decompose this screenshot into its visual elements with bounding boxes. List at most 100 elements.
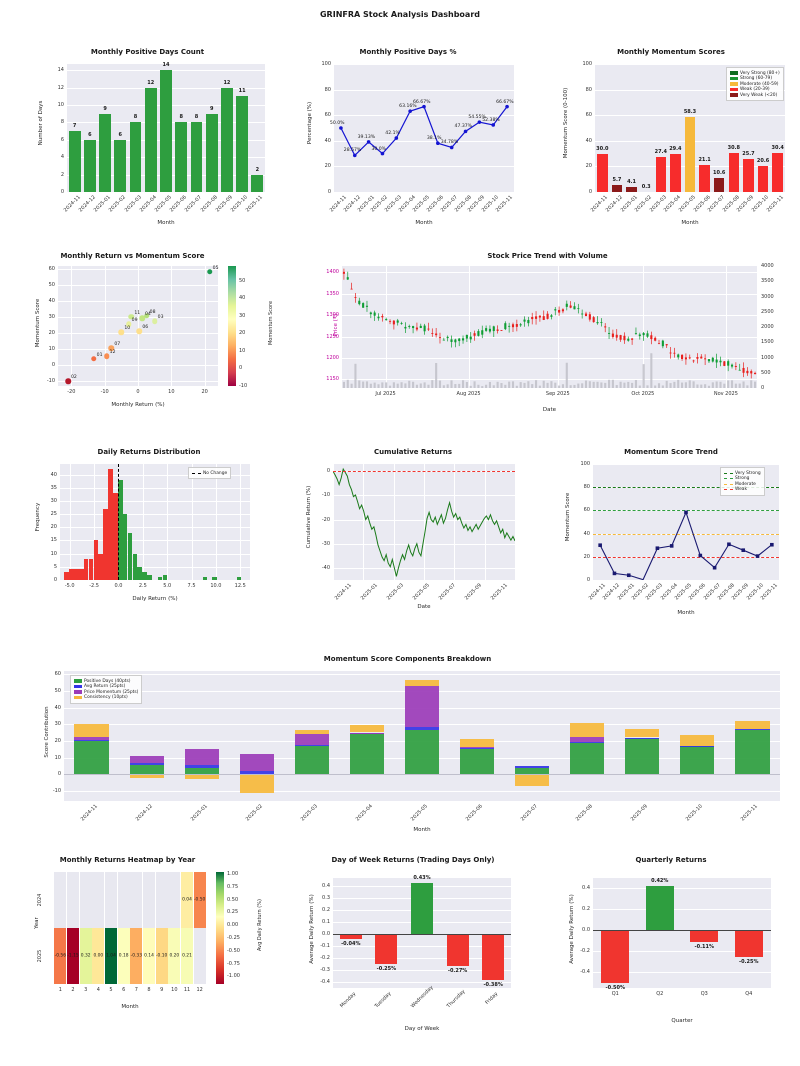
stacked-bar-segment xyxy=(460,749,495,775)
bar-value-label: -0.50% xyxy=(605,984,625,991)
cumulative-line xyxy=(333,467,515,577)
scatter-point xyxy=(206,269,213,275)
scatter-point xyxy=(103,353,110,359)
gridline xyxy=(333,958,511,960)
stacked-bar-segment xyxy=(184,748,219,766)
y-axis-tick: 4 xyxy=(60,154,64,161)
histogram-bar xyxy=(74,569,79,580)
heatmap-cell xyxy=(79,928,92,984)
histogram-bar xyxy=(113,493,118,580)
gridline xyxy=(593,464,779,465)
gridline xyxy=(171,266,173,386)
bar-value-label: 12 xyxy=(223,79,231,86)
y-axis-tick: 0.3 xyxy=(322,895,330,902)
heatmap-cell-value: 1.04 xyxy=(106,953,116,959)
gridline xyxy=(484,464,486,580)
gridline xyxy=(333,970,511,972)
heatmap-cell xyxy=(92,872,105,928)
histogram-bar xyxy=(142,572,147,580)
heatmap-cell xyxy=(143,928,155,984)
chart-title: Quarterly Returns xyxy=(635,856,707,864)
chart-monthly-returns-heatmap: Monthly Returns Heatmap by Year 0.04 -0.5… xyxy=(20,856,278,1046)
x-axis-tick: Q3 xyxy=(700,991,708,997)
legend-item: Very Weak (<20) xyxy=(730,93,780,98)
heatmap-cell-value: -1.15 xyxy=(67,953,79,959)
gridline xyxy=(342,293,757,295)
histogram-bar xyxy=(137,566,143,580)
scatter-point-label: 06 xyxy=(142,325,149,331)
bar xyxy=(114,139,127,192)
legend-item-label: Strong xyxy=(735,476,750,481)
colorbar-tick: 30 xyxy=(239,312,246,319)
histogram-bar xyxy=(69,569,74,580)
bar xyxy=(99,113,111,192)
gridline xyxy=(60,553,250,555)
y-axis-tick: 10 xyxy=(48,346,55,353)
y-axis-tick: -20 xyxy=(321,516,330,523)
bar-value-label: 4.1 xyxy=(627,178,636,185)
bar xyxy=(772,153,783,192)
heatmap-cell xyxy=(117,928,130,984)
y-axis-tick: 20 xyxy=(583,553,590,560)
scatter-point-label: 08 xyxy=(149,309,156,315)
y-axis-tick: -0.2 xyxy=(320,955,330,962)
plot-area xyxy=(333,878,511,988)
y-axis-tick: -40 xyxy=(321,564,330,571)
y-axis-tick: 40 xyxy=(324,137,331,144)
x-axis-label: Monthly Return (%) xyxy=(111,402,165,408)
stacked-bar-segment xyxy=(74,741,109,775)
point-value-label: 50.0% xyxy=(329,121,345,126)
x-axis-label: Quarter xyxy=(671,1018,693,1024)
legend-momentum-categories: Very Strong (80+) Strong (60-79) Moderate … xyxy=(726,67,784,101)
gridline xyxy=(595,89,785,91)
gridline xyxy=(60,514,250,516)
x-axis-tick: 2025-11 xyxy=(489,582,509,602)
stacked-bar-segment xyxy=(129,774,164,778)
x-axis-label: Date xyxy=(417,604,431,610)
legend-item: Moderate xyxy=(724,482,761,487)
bar-value-label: 2 xyxy=(255,166,260,173)
legend-item: Price Momentum (25pts) xyxy=(74,690,138,695)
y-axis-tick: 40 xyxy=(48,298,55,305)
y-axis-tick: 0.0 xyxy=(322,931,330,938)
y-axis-tick: 0 xyxy=(588,189,592,195)
chart-title: Monthly Positive Days Count xyxy=(90,48,205,56)
chart-title: Monthly Positive Days % xyxy=(359,48,457,56)
chart-daily-returns-distribution: Daily Returns Distribution 0 5 10 15 20 25 30 3… xyxy=(20,448,278,623)
x-axis-label: Month xyxy=(415,220,433,226)
x-axis-tick: 2025-03 xyxy=(299,803,319,823)
y-axis-label: Average Daily Return (%) xyxy=(309,894,315,964)
chart-title: Stock Price Trend with Volume xyxy=(487,252,608,260)
bar-value-label: 6 xyxy=(88,131,92,138)
legend-item: Very Strong (80+) xyxy=(730,71,780,76)
chart-title: Momentum Score Trend xyxy=(624,448,718,456)
x-axis-tick: Oct 2025 xyxy=(631,391,655,397)
scatter-point xyxy=(90,355,97,362)
x-axis-tick: 20 xyxy=(201,389,208,395)
stacked-bar-segment xyxy=(184,767,219,775)
heatmap-cell-value: -0.50 xyxy=(193,897,206,903)
y-axis-tick: -0.3 xyxy=(320,967,330,974)
x-axis-tick: 2025-07 xyxy=(437,582,457,602)
stacked-bar-segment xyxy=(680,746,715,775)
bar xyxy=(699,165,710,192)
chart-positive-days-count: Monthly Positive Days Count 7 6 9 6 8 12 14 8 8 9… xyxy=(20,48,275,233)
bar xyxy=(655,156,667,192)
gridline xyxy=(342,315,757,317)
gridline xyxy=(60,540,250,542)
y-axis-tick: 0 xyxy=(53,577,57,583)
gridline xyxy=(94,464,96,580)
gridline xyxy=(424,464,425,580)
colorbar-tick: -10 xyxy=(239,383,248,389)
x-axis-tick: 2025-08 xyxy=(575,803,595,823)
legend-swatch-icon xyxy=(730,93,738,97)
colorbar-label: Avg Daily Return (%) xyxy=(257,899,263,951)
heatmap-cell-value: 0.32 xyxy=(80,953,91,959)
bar-value-label: 11 xyxy=(238,88,246,95)
y-axis-tick: 100 xyxy=(582,61,592,67)
gridline xyxy=(334,64,514,65)
heatmap-cell xyxy=(155,872,168,928)
y2-axis-tick: 2000 xyxy=(761,324,774,330)
bar xyxy=(160,70,172,192)
bar xyxy=(220,87,233,192)
